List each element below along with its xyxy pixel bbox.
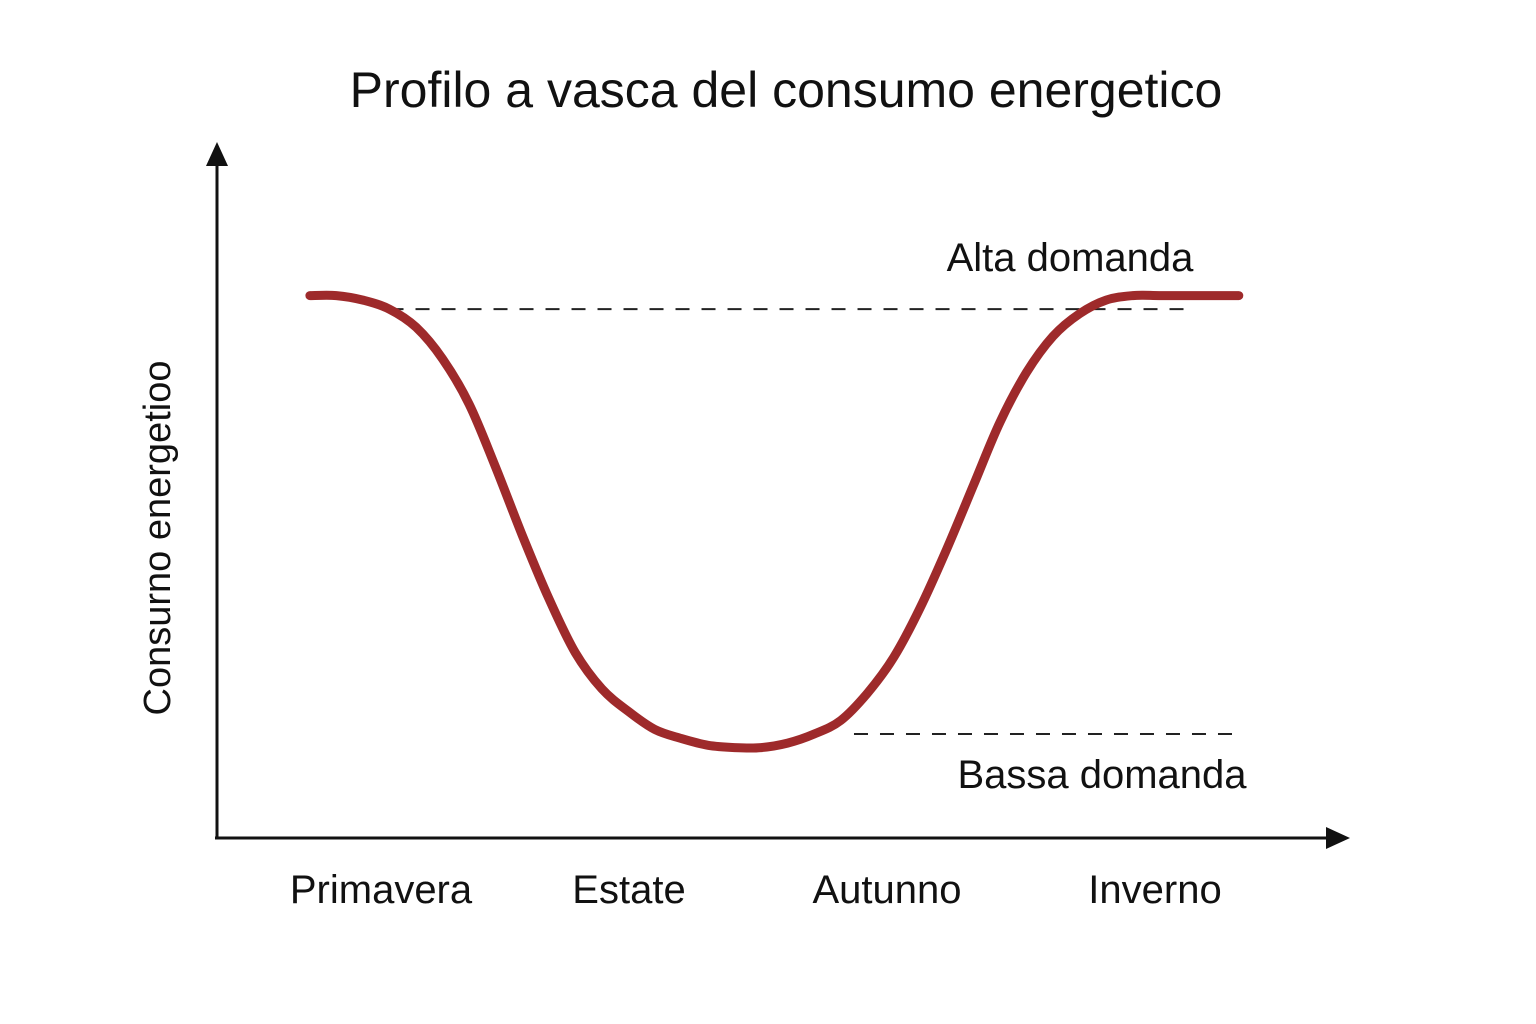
reference-label-1: Bassa domanda (957, 753, 1247, 797)
y-axis (206, 142, 228, 838)
series-group (305, 290, 1244, 753)
x-tick-labels: Primavera Estate Autunno Inverno (290, 868, 1222, 912)
x-axis (215, 827, 1350, 849)
x-axis-arrow-icon (1326, 827, 1350, 849)
x-tick-label-2: Autunno (812, 868, 961, 912)
reference-lines: Alta domanda Bassa domanda (389, 236, 1247, 797)
x-tick-label-3: Inverno (1088, 868, 1221, 912)
y-axis-arrow-icon (206, 142, 228, 166)
reference-label-0: Alta domanda (947, 236, 1195, 280)
x-tick-label-1: Estate (572, 868, 685, 912)
x-tick-label-0: Primavera (290, 868, 473, 912)
series-line-0 (305, 290, 1244, 753)
chart-title: Profilo a vasca del consumo energetico (350, 62, 1223, 118)
y-axis-label: Consurno energetioo (137, 361, 179, 716)
